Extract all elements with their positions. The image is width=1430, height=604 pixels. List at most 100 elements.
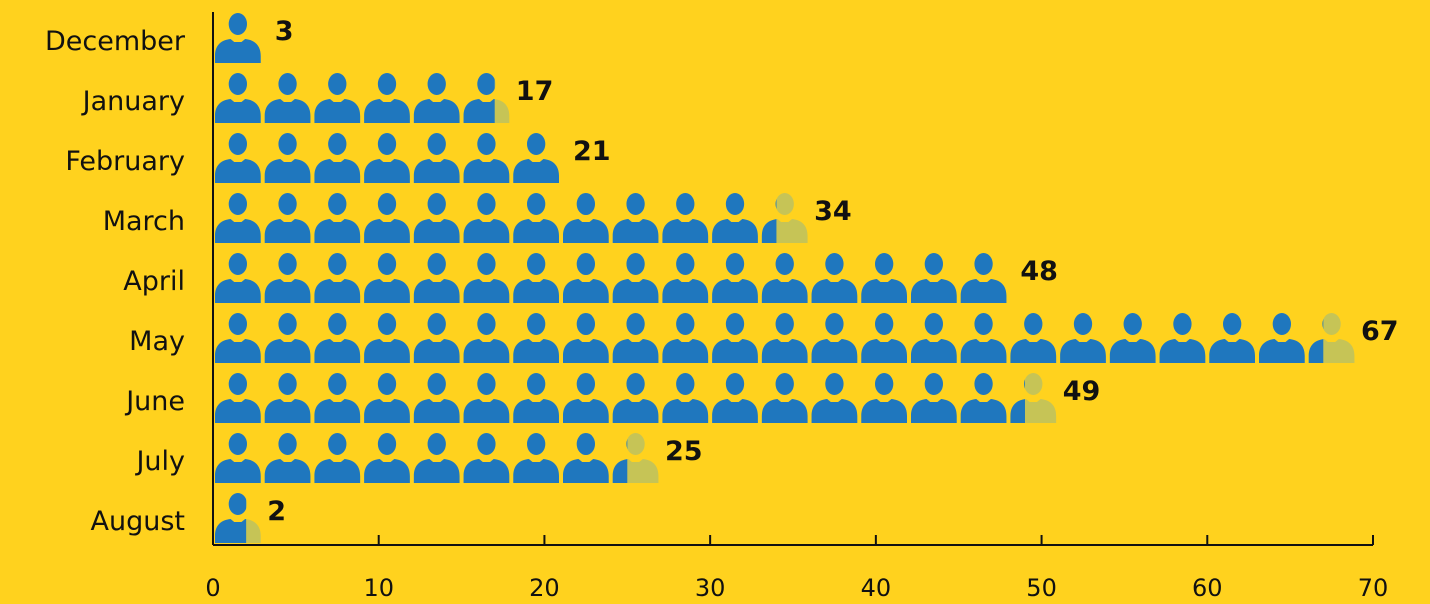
person-icon [811, 253, 858, 303]
bar-row-june [215, 372, 1057, 423]
person-icon [364, 192, 410, 243]
person-icon [960, 313, 1007, 363]
category-label-march: March [103, 206, 185, 237]
person-icon [364, 252, 410, 303]
person-icon [861, 312, 907, 363]
person-icon [513, 252, 559, 303]
person-icon [662, 252, 709, 303]
x-tick-label-60: 60 [1192, 574, 1223, 602]
person-icon [314, 132, 361, 183]
category-label-august: August [91, 506, 186, 537]
person-icon [960, 373, 1007, 423]
person-icon [413, 132, 460, 183]
person-icon [413, 432, 460, 483]
bar-row-august [215, 492, 261, 543]
person-icon [215, 132, 261, 183]
person-icon [314, 192, 361, 243]
x-tick-label-10: 10 [363, 574, 394, 602]
person-icon [712, 373, 758, 423]
person-icon [264, 373, 311, 423]
x-tick-label-70: 70 [1358, 574, 1389, 602]
category-label-july: July [134, 446, 185, 477]
person-icon [712, 313, 758, 363]
person-icon [264, 253, 311, 303]
value-label-december: 3 [275, 16, 294, 47]
value-label-august: 2 [267, 496, 286, 527]
person-icon [513, 312, 559, 363]
category-label-february: February [65, 146, 185, 177]
bar-row-july [215, 432, 659, 483]
person-icon [861, 372, 907, 423]
person-icon [215, 432, 261, 483]
person-icon [1209, 312, 1255, 363]
person-icon [264, 433, 311, 483]
value-label-july: 25 [665, 436, 703, 467]
person-icon [761, 252, 808, 303]
person-icon [563, 432, 609, 483]
person-icon [911, 312, 957, 363]
person-icon [264, 133, 311, 183]
category-label-june: June [124, 386, 185, 417]
x-tick-label-0: 0 [205, 574, 220, 602]
person-icon [215, 12, 261, 64]
bar-row-april [215, 252, 1007, 303]
person-icon [662, 312, 709, 363]
person-icon [314, 252, 361, 303]
person-icon [364, 312, 410, 363]
value-label-february: 21 [573, 136, 611, 167]
person-icon [413, 312, 460, 363]
person-icon [712, 253, 758, 303]
person-icon [463, 193, 510, 243]
person-icon [314, 432, 361, 483]
person-icon [413, 372, 460, 423]
icons-layer [215, 12, 1355, 543]
person-icon [612, 192, 659, 243]
bar-row-may [215, 312, 1355, 363]
person-icon [1109, 312, 1156, 363]
x-tick-label-50: 50 [1026, 574, 1057, 602]
category-label-december: December [45, 26, 186, 57]
person-icon [463, 373, 510, 423]
person-icon [463, 73, 495, 123]
person-icon [761, 312, 808, 363]
value-label-june: 49 [1063, 376, 1101, 407]
bar-row-february [215, 132, 559, 183]
person-icon [911, 252, 957, 303]
person-icon [761, 199, 777, 243]
person-icon [463, 133, 510, 183]
person-icon [662, 372, 709, 423]
person-icon [513, 192, 559, 243]
person-icon [513, 132, 559, 183]
person-icon [612, 439, 628, 483]
person-icon [563, 252, 609, 303]
person-icon [215, 252, 261, 303]
person-icon [811, 313, 858, 363]
value-label-may: 67 [1361, 316, 1399, 347]
person-icon [215, 372, 261, 423]
category-label-may: May [129, 326, 185, 357]
category-label-april: April [123, 266, 185, 297]
person-icon [364, 372, 410, 423]
person-icon [612, 373, 659, 423]
x-tick-label-20: 20 [529, 574, 560, 602]
person-icon [1010, 379, 1025, 423]
bar-row-march [215, 192, 808, 243]
person-icon [811, 373, 858, 423]
person-icon [960, 253, 1007, 303]
person-icon [911, 372, 957, 423]
person-icon [861, 252, 907, 303]
x-tick-label-30: 30 [695, 574, 726, 602]
person-icon [413, 72, 460, 123]
x-tick-label-40: 40 [861, 574, 892, 602]
person-icon [364, 432, 410, 483]
person-icon [215, 312, 261, 363]
bar-row-december [215, 12, 261, 64]
person-icon [364, 132, 410, 183]
person-icon [463, 253, 510, 303]
person-icon [563, 192, 609, 243]
person-icon [513, 432, 559, 483]
person-icon [513, 372, 559, 423]
person-icon [612, 313, 659, 363]
person-icon [215, 493, 247, 543]
